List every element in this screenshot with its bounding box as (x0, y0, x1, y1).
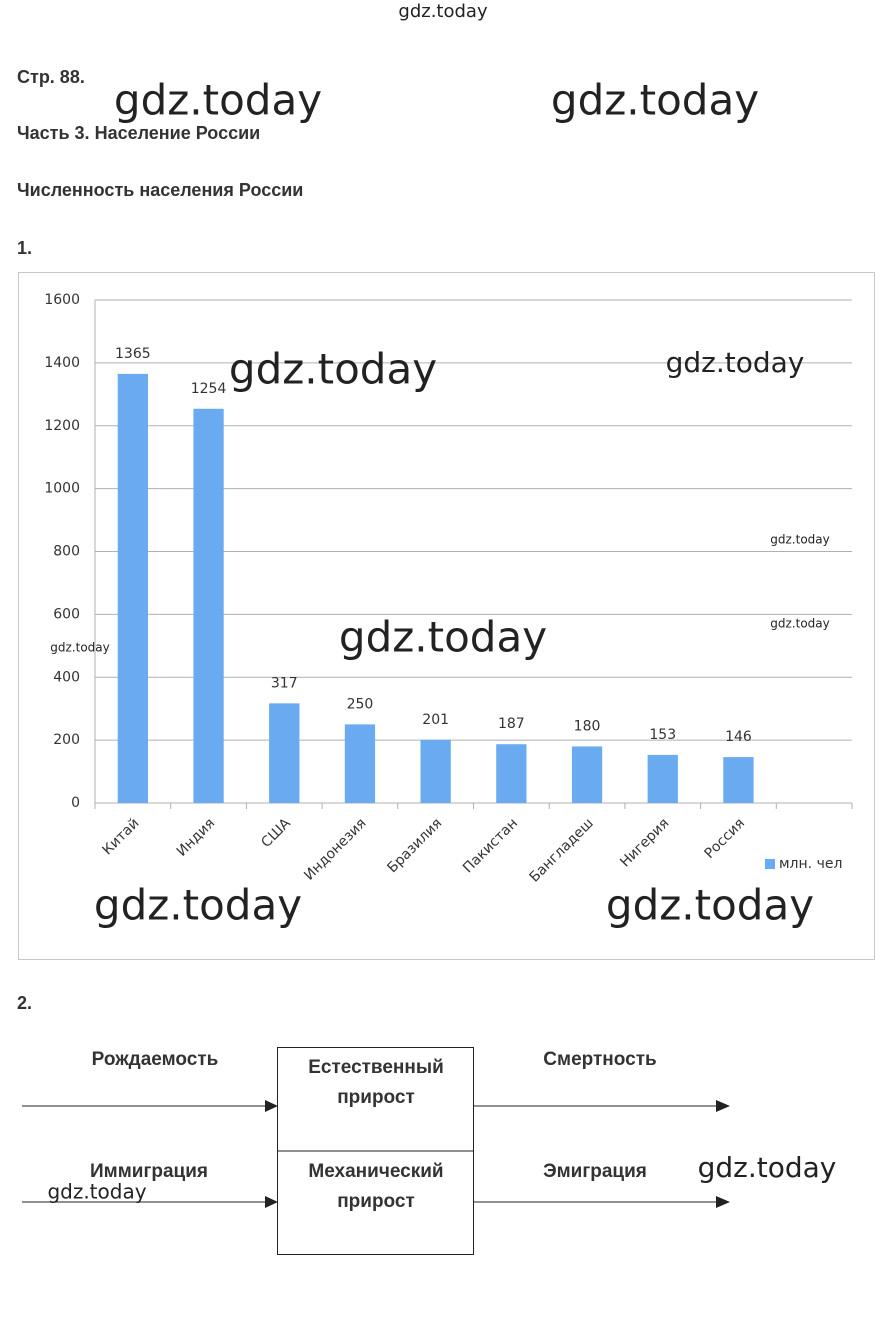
arrowheads (265, 1100, 730, 1208)
y-tick-label: 1000 (44, 481, 80, 497)
bar (571, 746, 603, 803)
y-tick-label: 1400 (44, 355, 80, 371)
data-label: 180 (574, 718, 601, 734)
data-label: 153 (649, 727, 676, 743)
y-tick-label: 1200 (44, 418, 80, 434)
bar (344, 724, 376, 803)
bar (647, 754, 678, 803)
arrowhead (265, 1196, 278, 1208)
flow-label: Смертность (543, 1049, 656, 1070)
page-number: Стр. 88. (17, 67, 85, 87)
bar (496, 744, 527, 803)
y-tick-label: 400 (53, 669, 80, 685)
data-label: 146 (725, 729, 752, 745)
watermark: gdz.today (229, 345, 437, 394)
data-label: 250 (347, 696, 374, 712)
watermark: gdz.today (551, 76, 759, 125)
y-tick-label: 600 (53, 606, 80, 622)
section-title: Численность населения России (17, 180, 303, 200)
box-label: прирост (337, 1087, 415, 1108)
bar (723, 757, 754, 803)
watermark: gdz.today (666, 346, 805, 379)
arrowhead (716, 1196, 730, 1208)
flow-label: Рождаемость (92, 1049, 219, 1070)
box-label: прирост (337, 1191, 415, 1212)
flow-label: Эмиграция (543, 1161, 647, 1182)
watermark: gdz.today (47, 1180, 146, 1204)
y-tick-label: 200 (53, 732, 80, 748)
watermark: gdz.today (50, 641, 109, 655)
watermark: gdz.today (339, 613, 547, 662)
bar (193, 408, 224, 803)
box-label: Механический (308, 1161, 443, 1182)
watermark: gdz.today (398, 1, 488, 22)
data-label: 317 (271, 675, 298, 691)
arrowhead (265, 1100, 278, 1112)
y-tick-label: 0 (71, 795, 80, 811)
flow-label: Иммиграция (90, 1161, 208, 1182)
data-label: 1254 (191, 381, 227, 397)
watermark: gdz.today (698, 1151, 837, 1184)
watermark: gdz.today (770, 533, 829, 547)
bar (117, 373, 148, 803)
data-label: 201 (422, 712, 449, 728)
diagram (22, 1047, 718, 1255)
bar (420, 739, 451, 803)
watermark: gdz.today (770, 617, 829, 631)
watermark: gdz.today (94, 881, 302, 930)
y-tick-label: 800 (53, 544, 80, 560)
chart-frame (18, 272, 875, 960)
task-number: 2. (17, 993, 32, 1013)
watermark: gdz.today (114, 76, 322, 125)
box-label: Естественный (308, 1057, 444, 1078)
data-label: 187 (498, 716, 525, 732)
arrowhead (716, 1100, 730, 1112)
watermark: gdz.today (606, 881, 814, 930)
legend-swatch (765, 859, 775, 869)
data-label: 1365 (115, 346, 151, 362)
bar (269, 703, 300, 803)
y-tick-label: 1600 (44, 292, 80, 308)
task-number: 1. (17, 238, 32, 258)
legend-label: млн. чел (779, 856, 842, 872)
part-title: Часть 3. Население России (17, 123, 260, 143)
